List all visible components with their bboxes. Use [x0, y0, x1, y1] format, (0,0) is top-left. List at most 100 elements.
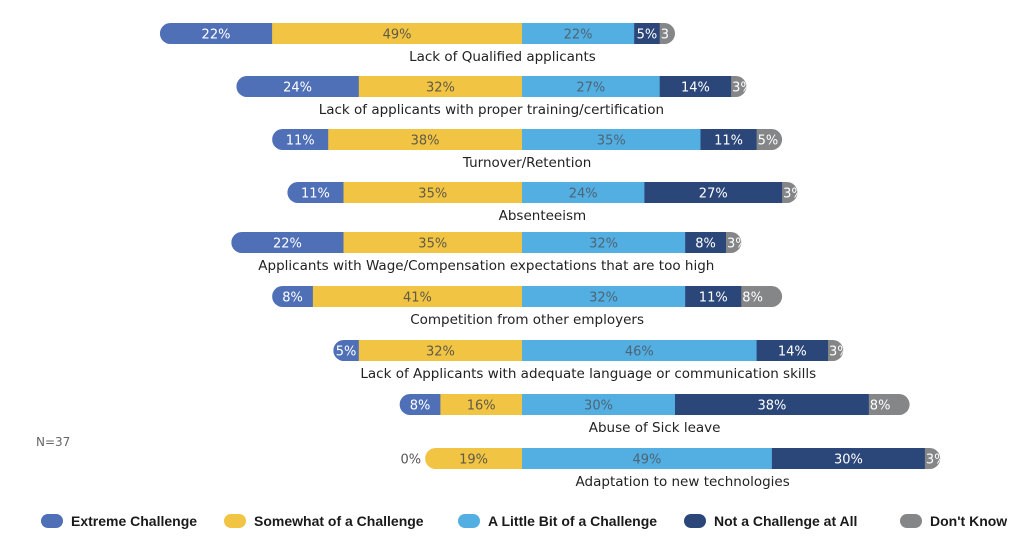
bar-row-turnover-retention: 11% 38% 35% 11% 5% Turnover/Retention	[272, 129, 783, 171]
legend-label-somewhat: Somewhat of a Challenge	[254, 513, 424, 529]
bar-segment-a-little-bit-of-a-challenge	[522, 340, 758, 361]
segment-label-somewhat-of-a-challenge: 32%	[426, 81, 455, 96]
segment-label-somewhat-of-a-challenge: 16%	[467, 399, 496, 414]
bar-row-lack-of-qualified-applicants: 22% 49% 22% 5% 3 Lack of Qualified applicants	[159, 23, 675, 65]
category-label: Lack of Qualified applicants	[409, 49, 596, 65]
bar-segment-somewhat-of-a-challenge	[312, 286, 523, 307]
bar-segment-somewhat-of-a-challenge	[343, 232, 523, 253]
segment-label-not-a-challenge-at-all: 14%	[778, 345, 807, 360]
bar-segment-somewhat-of-a-challenge	[343, 182, 523, 203]
segment-label-a-little-bit-of-a-challenge: 32%	[589, 237, 618, 252]
bar-segment-not-a-challenge-at-all	[644, 182, 783, 203]
category-label: Lack of applicants with proper training/…	[319, 102, 664, 118]
bar-segment-not-a-challenge-at-all	[756, 340, 829, 361]
bar-row-abuse-of-sick-leave: 8% 16% 30% 38% 8% Abuse of Sick leave	[399, 394, 910, 436]
category-label: Adaptation to new technologies	[576, 474, 790, 490]
legend-swatch-extreme	[41, 514, 63, 528]
bar-segment-extreme-challenge	[231, 232, 344, 253]
legend-swatch-not-a-challenge	[684, 514, 706, 528]
bar-row-lack-of-applicants-with-proper-training-certification: 24% 32% 27% 14% 3% Lack of applicants with pr…	[236, 76, 753, 118]
segment-label-somewhat-of-a-challenge: 19%	[459, 453, 488, 468]
bar-segment-a-little-bit-of-a-challenge	[522, 286, 686, 307]
bar-row-absenteeism: 11% 35% 24% 27% 3% Absenteeism	[287, 182, 804, 224]
bar-segment-don-t-know	[868, 394, 910, 415]
bar-segment-extreme-challenge	[236, 76, 360, 97]
segment-label-don-t-know: 3%	[727, 237, 748, 252]
bar-segment-don-t-know	[782, 182, 798, 203]
bar-segment-a-little-bit-of-a-challenge	[522, 394, 676, 415]
segment-label-somewhat-of-a-challenge: 49%	[383, 28, 412, 43]
segment-label-a-little-bit-of-a-challenge: 22%	[564, 28, 593, 43]
segment-label-not-a-challenge-at-all: 5%	[637, 28, 658, 43]
bar-segment-don-t-know	[731, 76, 747, 97]
bar-segment-somewhat-of-a-challenge	[328, 129, 523, 150]
category-label: Applicants with Wage/Compensation expect…	[258, 258, 714, 274]
segment-label-not-a-challenge-at-all: 14%	[681, 81, 710, 96]
bar-segment-don-t-know	[924, 448, 941, 469]
bar-row-lack-of-applicants-with-adequate-language-or-communication-skills: 5% 32% 46% 14% 3% Lack of Applicants with ade…	[333, 340, 850, 382]
category-label: Competition from other employers	[410, 312, 644, 328]
bar-segment-somewhat-of-a-challenge	[358, 340, 523, 361]
segment-label-not-a-challenge-at-all: 11%	[699, 291, 728, 306]
segment-label-extreme-challenge: 8%	[282, 291, 303, 306]
legend-item-little-bit: A Little Bit of a Challenge	[458, 510, 657, 532]
segment-label-extreme-challenge: 22%	[202, 28, 231, 43]
bar-segment-a-little-bit-of-a-challenge	[522, 448, 773, 469]
bar-segment-not-a-challenge-at-all	[634, 23, 661, 44]
bar-segment-not-a-challenge-at-all	[685, 286, 742, 307]
segment-label-somewhat-of-a-challenge: 35%	[418, 237, 447, 252]
bar-segment-don-t-know	[659, 23, 675, 44]
segment-label-not-a-challenge-at-all: 8%	[695, 237, 716, 252]
category-label: Lack of Applicants with adequate languag…	[360, 366, 816, 382]
segment-label-don-t-know: 3	[661, 28, 669, 43]
bar-segment-somewhat-of-a-challenge	[272, 23, 523, 44]
legend-label-little-bit: A Little Bit of a Challenge	[488, 513, 658, 529]
bar-segment-not-a-challenge-at-all	[700, 129, 758, 150]
category-label: Absenteeism	[499, 208, 587, 224]
segment-label-don-t-know: 3%	[732, 81, 753, 96]
legend-item-somewhat: Somewhat of a Challenge	[224, 510, 424, 532]
segment-label-a-little-bit-of-a-challenge: 32%	[589, 291, 618, 306]
bar-segment-a-little-bit-of-a-challenge	[522, 76, 661, 97]
legend-item-extreme: Extreme Challenge	[41, 510, 197, 532]
segment-label-don-t-know: 8%	[742, 291, 763, 306]
bar-segment-don-t-know	[726, 232, 742, 253]
bar-segment-a-little-bit-of-a-challenge	[522, 182, 645, 203]
segment-label-extreme-challenge: 5%	[336, 345, 357, 360]
segment-label-not-a-challenge-at-all: 38%	[757, 399, 786, 414]
legend-swatch-little-bit	[458, 514, 480, 528]
bar-segment-extreme-challenge	[399, 394, 441, 415]
segment-label-not-a-challenge-at-all: 27%	[699, 187, 728, 202]
segment-label-a-little-bit-of-a-challenge: 30%	[584, 399, 613, 414]
bar-segment-don-t-know	[756, 129, 783, 150]
legend: Extreme Challenge Somewhat of a Challeng…	[0, 510, 1024, 532]
sample-size-note: N=37	[36, 435, 71, 449]
bar-segment-extreme-challenge	[333, 340, 360, 361]
bar-segment-a-little-bit-of-a-challenge	[522, 232, 686, 253]
legend-label-not-a-challenge: Not a Challenge at All	[714, 513, 858, 529]
legend-item-not-a-challenge: Not a Challenge at All	[684, 510, 857, 532]
category-label: Turnover/Retention	[462, 155, 591, 171]
segment-label-extreme-challenge: 11%	[286, 134, 315, 149]
segment-label-don-t-know: 5%	[758, 134, 779, 149]
segment-label-a-little-bit-of-a-challenge: 49%	[632, 453, 661, 468]
segment-label-somewhat-of-a-challenge: 32%	[426, 345, 455, 360]
bar-row-applicants-with-wage-compensation-expectations-that-are-too-high: 22% 35% 32% 8% 3% Applicants with Wage/Compen…	[231, 232, 748, 274]
segment-label-a-little-bit-of-a-challenge: 27%	[576, 81, 605, 96]
bar-segment-somewhat-of-a-challenge	[358, 76, 523, 97]
segment-label-a-little-bit-of-a-challenge: 46%	[625, 345, 654, 360]
legend-label-extreme: Extreme Challenge	[71, 513, 198, 529]
segment-label-extreme-challenge: 22%	[273, 237, 302, 252]
segment-label-extreme-challenge: 24%	[283, 81, 312, 96]
segment-label-don-t-know: 3%	[926, 453, 947, 468]
segment-label-not-a-challenge-at-all: 11%	[714, 134, 743, 149]
segment-label-not-a-challenge-at-all: 30%	[834, 453, 863, 468]
segment-label-don-t-know: 3%	[783, 187, 804, 202]
segment-label-don-t-know: 3%	[829, 345, 850, 360]
category-label: Abuse of Sick leave	[589, 420, 721, 436]
bar-segment-extreme-challenge	[272, 286, 314, 307]
bar-row-adaptation-to-new-technologies: 0% 19% 49% 30% 3% Adaptation to new technolog…	[400, 448, 947, 490]
bar-segment-somewhat-of-a-challenge	[440, 394, 523, 415]
bar-row-competition-from-other-employers: 8% 41% 32% 11% 8% Competition from other empl…	[272, 286, 783, 328]
